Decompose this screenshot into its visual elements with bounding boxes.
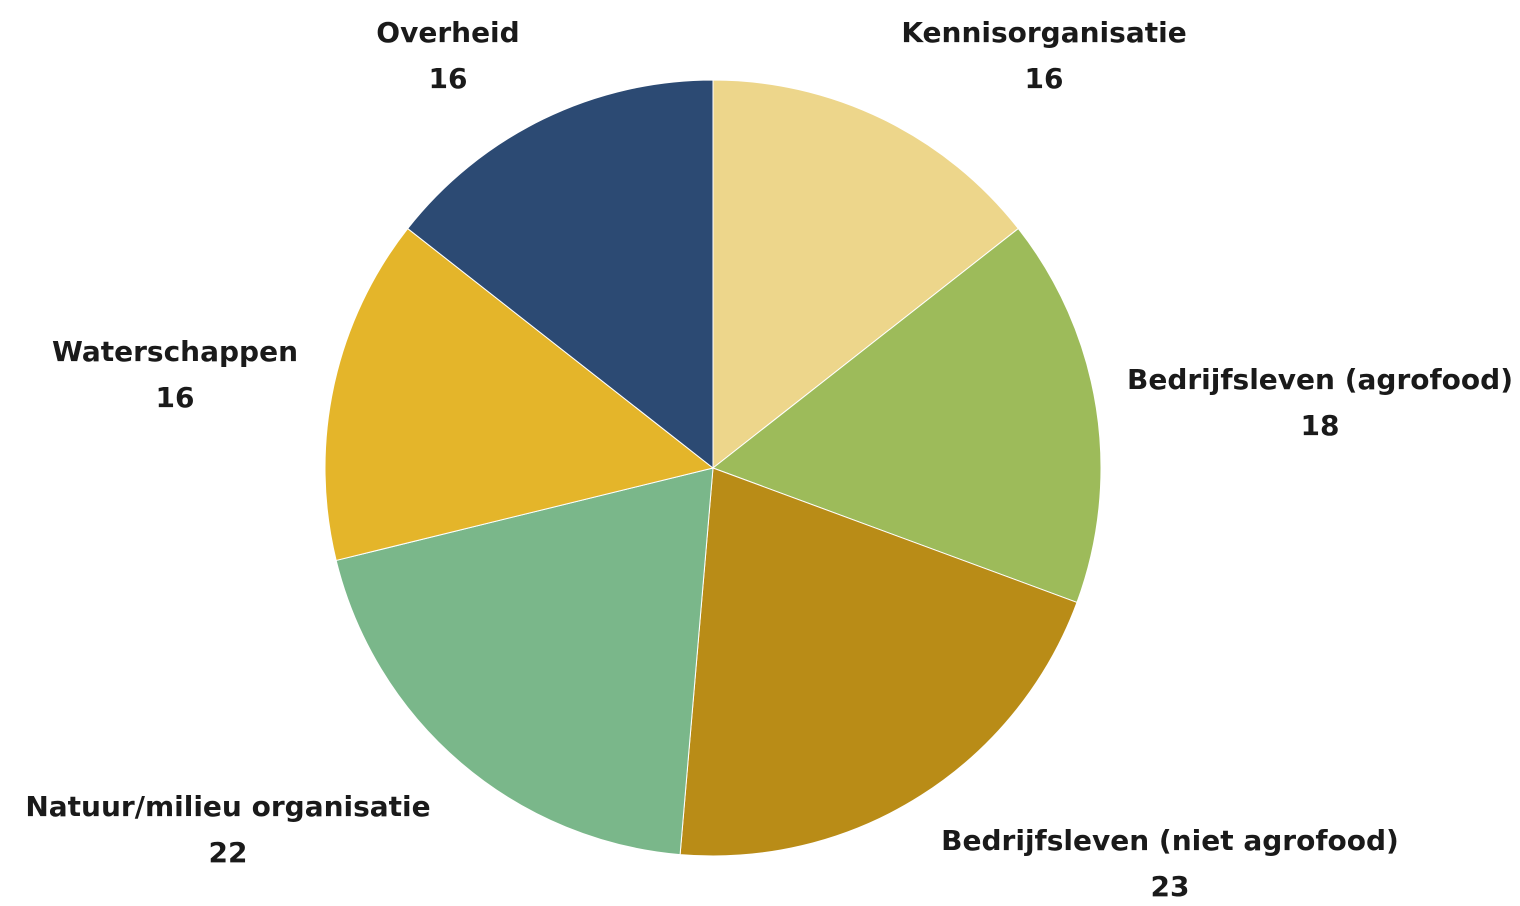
pie-slice-bedrijfsleven-agrofood [711,227,1102,604]
slice-label-overheid: Overheid [376,16,519,49]
pie-slice-bedrijfsleven-niet-agrofood [679,467,1078,857]
pie-slices [324,79,1102,857]
slice-value-natuur-milieu-organisatie: 22 [209,836,248,869]
slice-value-waterschappen: 16 [156,381,195,414]
slice-value-bedrijfsleven-agrofood: 18 [1301,409,1340,442]
pie-slice-kennisorganisatie [712,79,1020,470]
pie-slice-overheid [407,79,714,470]
slice-label-natuur-milieu-organisatie: Natuur/milieu organisatie [25,790,430,823]
slice-label-bedrijfsleven-niet-agrofood: Bedrijfsleven (niet agrofood) [941,824,1399,857]
slice-label-bedrijfsleven-agrofood: Bedrijfsleven (agrofood) [1127,363,1513,396]
slice-label-waterschappen: Waterschappen [52,335,298,368]
pie-slice-waterschappen [324,227,715,562]
slice-value-overheid: 16 [429,62,468,95]
slice-value-kennisorganisatie: 16 [1025,62,1064,95]
slice-label-kennisorganisatie: Kennisorganisatie [901,16,1186,49]
pie-labels: Kennisorganisatie 16 Bedrijfsleven (agrofo… [25,16,1513,903]
slice-value-bedrijfsleven-niet-agrofood: 23 [1151,870,1190,901]
pie-slice-natuur-milieu-organisatie [335,467,714,856]
